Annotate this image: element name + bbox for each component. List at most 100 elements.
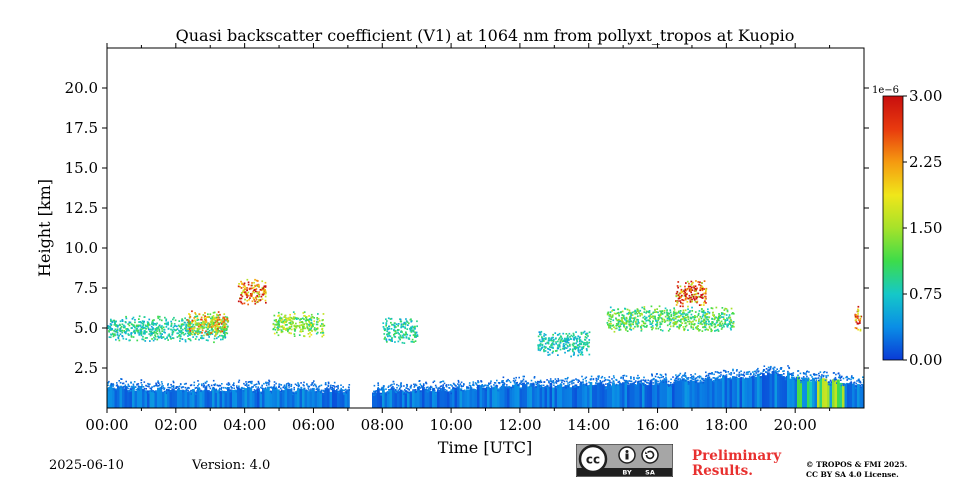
cloud-layer-pixel-layer-b <box>188 319 190 322</box>
cloud-layer-pixel-layer-h <box>694 300 697 303</box>
cloud-layer-pixel-layer-d <box>317 317 320 320</box>
cloud-layer-pixel-layer-g <box>619 325 622 327</box>
cloud-layer-pixel-layer-d <box>298 324 301 327</box>
colorbar: 1e−6 0.000.751.502.253.00 <box>872 85 942 369</box>
cloud-layer-pixel-layer-b <box>191 321 193 324</box>
cloud-layer-pixel-layer-e <box>394 341 396 343</box>
boundary-layer-speckle <box>221 383 223 385</box>
boundary-layer-speckle <box>390 388 392 390</box>
x-tick-label: 10:00 <box>429 416 472 434</box>
cloud-layer-pixel-layer-c <box>259 288 262 291</box>
cloud-layer-pixel-layer-g <box>641 313 643 316</box>
boundary-layer-speckle <box>180 391 182 393</box>
boundary-layer-column <box>144 390 148 408</box>
boundary-layer-speckle <box>520 380 522 382</box>
cloud-layer-pixel-layer-e <box>386 327 389 329</box>
boundary-layer-speckle <box>542 384 545 387</box>
boundary-layer-speckle <box>223 390 225 393</box>
boundary-layer-speckle <box>422 385 425 387</box>
cloud-layer-pixel-layer-f <box>585 337 588 339</box>
boundary-layer-column <box>587 385 590 408</box>
boundary-layer-speckle <box>325 389 327 391</box>
boundary-layer-speckle <box>855 384 857 387</box>
boundary-layer-speckle <box>813 379 816 381</box>
cloud-layer-pixel-layer-g <box>643 308 646 311</box>
cloud-layer-pixel-layer-c <box>258 286 260 288</box>
boundary-layer-speckle <box>124 386 127 388</box>
cloud-layer-pixel-layer-g <box>661 318 664 321</box>
cloud-layer-pixel-layer-g <box>620 317 623 319</box>
cloud-layer-pixel-layer-f <box>551 342 554 344</box>
cloud-layer-pixel-layer-a <box>164 331 166 334</box>
boundary-layer-speckle <box>622 376 624 379</box>
boundary-layer-speckle <box>438 387 440 389</box>
boundary-layer-speckle <box>627 385 629 387</box>
boundary-layer-column <box>647 385 650 408</box>
cloud-layer-pixel-layer-a <box>156 338 159 341</box>
boundary-layer-speckle <box>183 383 186 385</box>
boundary-layer-speckle <box>605 387 608 389</box>
cloud-layer-pixel-layer-g <box>619 323 622 325</box>
cloud-layer-pixel-layer-g <box>651 328 653 331</box>
cloud-layer-pixel-layer-g <box>647 319 650 322</box>
boundary-layer-speckle <box>757 367 759 370</box>
cloud-layer-pixel-layer-a <box>115 338 117 341</box>
cloud-layer-pixel-layer-a <box>170 324 173 327</box>
cloud-layer-pixel-layer-c <box>240 292 243 294</box>
boundary-layer-speckle <box>615 383 618 386</box>
boundary-layer-speckle <box>408 388 410 391</box>
boundary-layer-speckle <box>717 371 719 374</box>
cloud-layer-pixel-layer-g <box>675 323 677 326</box>
cloud-layer-pixel-layer-f <box>579 336 581 339</box>
cloud-layer-pixel-layer-f <box>581 351 584 354</box>
cloud-layer-pixel-layer-g <box>675 315 678 318</box>
cloud-layer-pixel-layer-g <box>623 324 625 327</box>
cloud-layer-pixel-layer-g <box>663 320 666 323</box>
boundary-layer-speckle <box>851 376 853 379</box>
cloud-layer-pixel-layer-d <box>316 328 318 330</box>
cloud-layer-pixel-layer-g <box>656 308 658 310</box>
boundary-layer-speckle <box>414 385 416 387</box>
cloud-layer-pixel-layer-a <box>161 325 163 327</box>
cloud-layer-pixel-layer-f <box>556 349 558 352</box>
cloud-layer-pixel-layer-e <box>389 335 392 338</box>
cloud-layer-pixel-layer-b <box>215 316 218 319</box>
cloud-layer-pixel-layer-a <box>159 336 161 339</box>
boundary-layer-speckle <box>480 385 483 387</box>
cloud-layer-pixel-layer-b <box>223 328 225 331</box>
cloud-layer-pixel-layer-g <box>721 326 724 329</box>
boundary-layer-speckle <box>800 379 802 382</box>
cloud-layer-pixel-layer-f <box>573 351 575 354</box>
boundary-layer-column <box>512 384 515 408</box>
boundary-layer-speckle <box>397 384 400 387</box>
cloud-layer-pixel-layer-c <box>244 285 246 287</box>
boundary-layer-column <box>277 389 280 408</box>
cloud-layer-pixel-layer-g <box>693 323 695 326</box>
cloud-layer-pixel-layer-a <box>184 332 187 335</box>
cloud-layer-pixel-layer-c <box>240 294 242 296</box>
cloud-layer-pixel-layer-c <box>251 300 254 303</box>
cloud-layer-pixel-layer-h <box>699 296 701 298</box>
boundary-layer-speckle <box>663 378 666 380</box>
cloud-layer-pixel-layer-e <box>401 341 404 344</box>
boundary-layer-column <box>667 384 670 408</box>
cloud-layer-pixel-layer-d <box>299 330 302 333</box>
cloud-layer-pixel-layer-g <box>659 316 661 318</box>
cloud-layer-pixel-layer-h <box>692 285 695 288</box>
cloud-layer-pixel-layer-f <box>543 345 546 348</box>
cloud-layer-pixel-layer-a <box>130 333 132 335</box>
cloud-layer-pixel-layer-a <box>202 337 205 340</box>
boundary-layer-speckle <box>432 389 435 391</box>
cloud-layer-pixel-layer-d <box>310 327 312 330</box>
cloud-layer-pixel-layer-g <box>710 323 712 326</box>
cloud-layer-pixel-layer-g <box>641 320 644 323</box>
boundary-layer-speckle <box>630 380 632 383</box>
cloud-layer-pixel-layer-a <box>192 336 194 338</box>
cloud-layer-pixel-layer-g <box>647 311 650 313</box>
cloud-layer-pixel-layer-c <box>264 290 267 293</box>
boundary-layer-column <box>852 383 855 408</box>
boundary-layer-speckle <box>382 388 385 390</box>
boundary-layer-speckle <box>195 392 198 394</box>
boundary-layer-column <box>584 383 588 408</box>
boundary-layer-speckle <box>610 381 612 384</box>
